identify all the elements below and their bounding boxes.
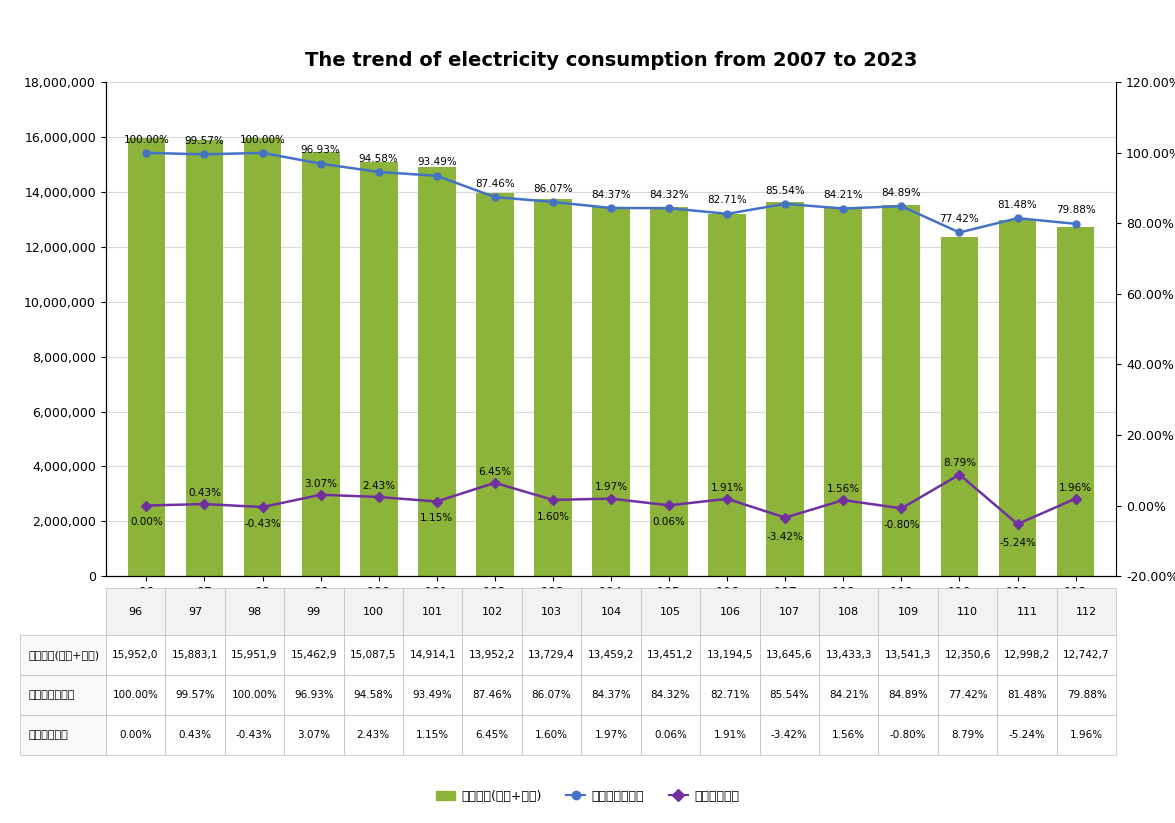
Text: 85.54%: 85.54% <box>765 185 805 196</box>
Bar <box>302 152 340 576</box>
總用電量節約率 <box>1068 219 1082 229</box>
總用電量節約率 <box>371 167 385 177</box>
Text: 2.43%: 2.43% <box>362 481 395 491</box>
總用電量節約率 <box>662 203 676 213</box>
Line: 年節約百分比: 年節約百分比 <box>143 471 1079 528</box>
Text: 1.60%: 1.60% <box>537 512 570 522</box>
Bar <box>882 205 920 576</box>
Text: -3.42%: -3.42% <box>767 532 804 542</box>
Bar <box>592 207 630 576</box>
Bar <box>999 220 1036 576</box>
年節約百分比 <box>604 494 618 504</box>
總用電量節約率 <box>1010 213 1025 223</box>
Bar <box>476 193 513 576</box>
總用電量節約率 <box>430 171 444 181</box>
總用電量節約率 <box>778 199 792 209</box>
總用電量節約率 <box>894 201 908 211</box>
總用電量節約率 <box>720 209 734 219</box>
Text: -0.43%: -0.43% <box>244 518 281 528</box>
Text: 84.89%: 84.89% <box>881 188 921 198</box>
Bar <box>535 199 572 576</box>
年節約百分比 <box>1068 494 1082 504</box>
年節約百分比 <box>1010 519 1025 529</box>
Text: 1.96%: 1.96% <box>1059 482 1092 492</box>
年節約百分比 <box>894 504 908 514</box>
Text: -5.24%: -5.24% <box>999 538 1036 548</box>
Text: 81.48%: 81.48% <box>998 200 1038 210</box>
Bar <box>825 207 862 576</box>
Text: 96.93%: 96.93% <box>301 146 341 156</box>
Text: 79.88%: 79.88% <box>1055 206 1095 216</box>
Text: 84.32%: 84.32% <box>650 190 689 200</box>
Text: 77.42%: 77.42% <box>940 214 979 224</box>
Text: 1.15%: 1.15% <box>421 514 454 523</box>
Bar <box>709 214 746 576</box>
Text: 1.56%: 1.56% <box>827 484 860 494</box>
總用電量節約率 <box>255 148 269 158</box>
年節約百分比 <box>953 470 967 480</box>
Text: 100.00%: 100.00% <box>240 134 286 145</box>
年節約百分比 <box>140 500 154 510</box>
總用電量節約率 <box>197 150 212 160</box>
Text: 0.00%: 0.00% <box>130 517 163 528</box>
年節約百分比 <box>662 500 676 510</box>
Text: 93.49%: 93.49% <box>417 157 457 167</box>
Bar <box>186 141 223 576</box>
總用電量節約率 <box>546 197 560 207</box>
Line: 總用電量節約率: 總用電量節約率 <box>143 149 1079 236</box>
Text: 1.91%: 1.91% <box>711 483 744 493</box>
Text: 0.43%: 0.43% <box>188 488 221 498</box>
Text: 84.21%: 84.21% <box>824 190 864 200</box>
總用電量節約率 <box>837 203 851 213</box>
Bar <box>766 202 804 576</box>
總用電量節約率 <box>140 148 154 158</box>
總用電量節約率 <box>953 227 967 237</box>
年節約百分比 <box>255 502 269 512</box>
年節約百分比 <box>430 496 444 506</box>
Bar <box>1056 226 1094 576</box>
Text: -0.80%: -0.80% <box>884 520 920 530</box>
Bar <box>243 138 282 576</box>
Text: 82.71%: 82.71% <box>707 196 747 206</box>
Title: The trend of electricity consumption from 2007 to 2023: The trend of electricity consumption fro… <box>304 51 918 70</box>
年節約百分比 <box>197 499 212 509</box>
Bar <box>650 207 687 576</box>
年節約百分比 <box>371 492 385 502</box>
Text: 84.37%: 84.37% <box>591 189 631 200</box>
Bar <box>940 237 979 576</box>
總用電量節約率 <box>488 192 502 202</box>
Text: 94.58%: 94.58% <box>358 154 398 164</box>
總用電量節約率 <box>604 203 618 213</box>
年節約百分比 <box>314 490 328 500</box>
Text: 100.00%: 100.00% <box>123 134 169 145</box>
Text: 3.07%: 3.07% <box>304 479 337 489</box>
Text: 8.79%: 8.79% <box>942 458 976 468</box>
Text: 99.57%: 99.57% <box>184 136 224 146</box>
Bar <box>128 138 166 576</box>
Bar <box>360 162 397 576</box>
Text: 6.45%: 6.45% <box>478 467 511 477</box>
Legend: 總用電量(寶山+進德), 總用電量節約率, 年節約百分比: 總用電量(寶山+進德), 總用電量節約率, 年節約百分比 <box>431 785 744 807</box>
Text: 86.07%: 86.07% <box>533 184 572 193</box>
Text: 1.97%: 1.97% <box>595 482 627 492</box>
Text: 0.06%: 0.06% <box>652 517 685 527</box>
總用電量節約率 <box>314 159 328 169</box>
Text: 87.46%: 87.46% <box>475 179 515 188</box>
Bar <box>418 167 456 576</box>
年節約百分比 <box>837 495 851 505</box>
年節約百分比 <box>778 513 792 523</box>
年節約百分比 <box>488 478 502 488</box>
年節約百分比 <box>546 495 560 504</box>
年節約百分比 <box>720 494 734 504</box>
